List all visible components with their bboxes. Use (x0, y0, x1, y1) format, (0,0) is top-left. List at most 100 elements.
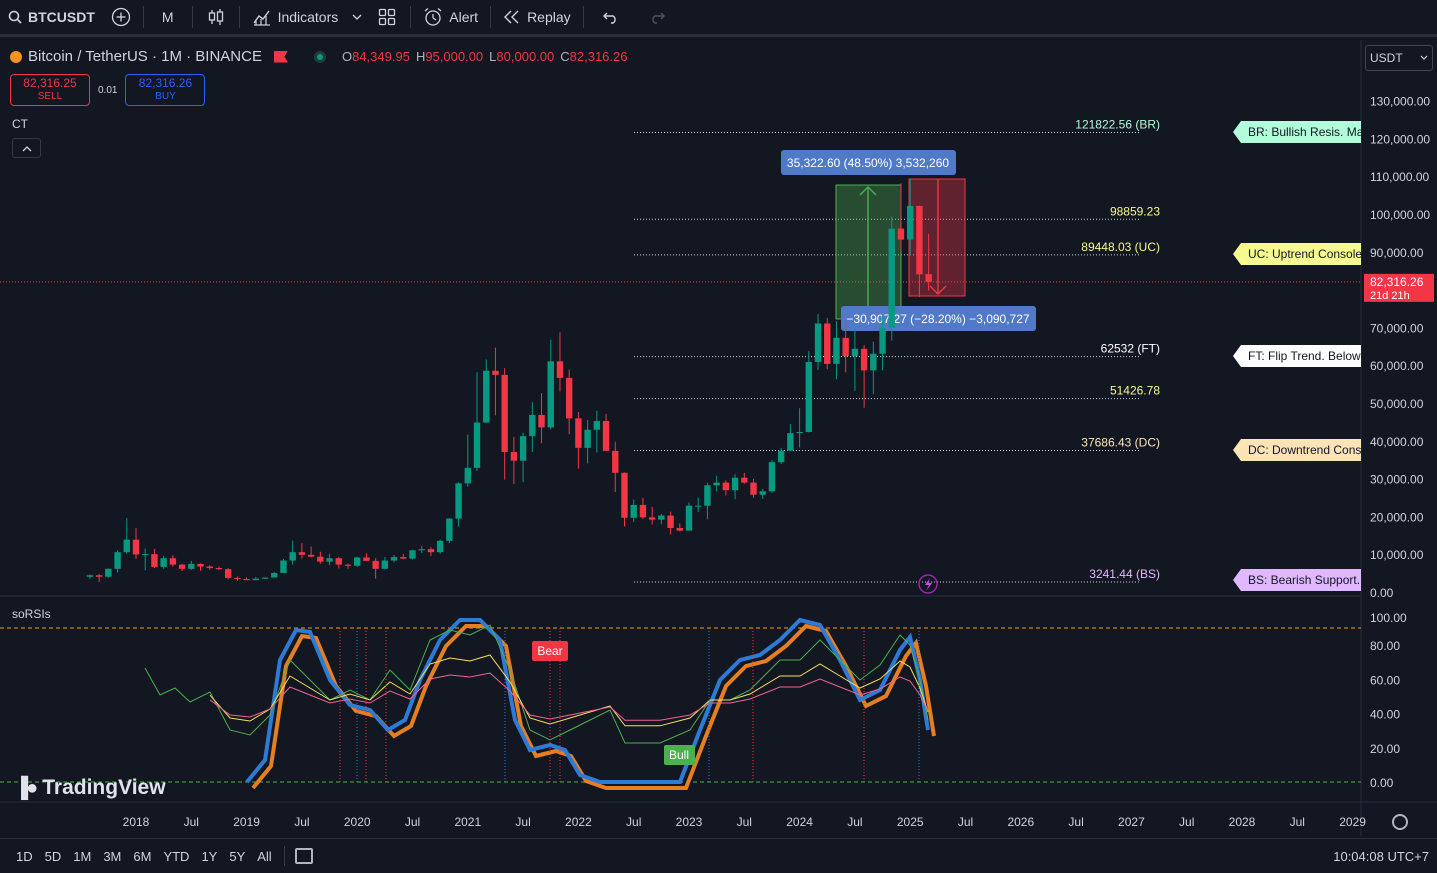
candle-body (289, 552, 296, 561)
buy-price: 82,316.26 (138, 76, 193, 90)
undo-button[interactable] (588, 0, 634, 36)
market-status-icon[interactable] (313, 50, 326, 63)
candle-body (151, 554, 158, 567)
sell-button[interactable]: 82,316.25 SELL (10, 74, 90, 106)
time-axis-label: Jul (847, 815, 862, 829)
candle-body (593, 421, 601, 430)
countdown-value: 21d 21h (1370, 290, 1410, 302)
add-circle-icon (111, 7, 131, 27)
candle-body (95, 575, 103, 577)
indicator-title[interactable]: soRSIs (12, 607, 51, 621)
candle-body (123, 539, 130, 553)
candle-body (639, 504, 647, 518)
redo-icon (651, 12, 665, 24)
range-1m[interactable]: 1M (73, 848, 92, 864)
candle-body (842, 337, 849, 356)
settings-gear-icon[interactable] (1392, 814, 1408, 830)
toolbar-divider (410, 6, 412, 28)
candle-body (777, 450, 785, 463)
pair-title[interactable]: Bitcoin / TetherUS · 1M · BINANCE (28, 48, 262, 65)
replay-button[interactable]: Replay (495, 0, 579, 36)
price-axis-label: 100,000.00 (1370, 208, 1430, 222)
chevron-down-icon (1420, 55, 1428, 60)
candle-body (584, 429, 591, 448)
candle-body (722, 482, 730, 491)
range-5y[interactable]: 5Y (229, 848, 246, 864)
level-tag-text: DC: Downtrend Conso (1248, 443, 1368, 457)
indicator-axis-label: 100.00 (1370, 611, 1407, 625)
alert-button[interactable]: Alert (415, 0, 486, 36)
indicators-dropdown[interactable] (346, 0, 368, 36)
time-axis-label: 2023 (676, 815, 703, 829)
candle-body (473, 422, 481, 468)
candle-body (206, 566, 213, 569)
candle-body (114, 552, 121, 569)
candle-body (400, 557, 407, 559)
candle-body (317, 556, 324, 562)
compare-button[interactable] (103, 0, 139, 36)
candle-body (326, 558, 333, 562)
current-price-tag (1364, 273, 1434, 302)
candle-body (344, 564, 352, 566)
level-label: 89448.03 (UC) (1081, 240, 1160, 254)
layout-button[interactable] (368, 0, 406, 36)
candle-body (870, 353, 877, 371)
candle-body (851, 348, 859, 356)
candle-body (178, 564, 186, 569)
candle-body (142, 554, 149, 556)
candle-body (243, 579, 250, 581)
green-rsi-line (144, 624, 929, 744)
range-1d[interactable]: 1D (16, 848, 33, 864)
range-5d[interactable]: 5D (44, 848, 62, 864)
grid-layout-icon (379, 8, 396, 26)
chart-area[interactable]: 121822.56 (BR) 98859.23 89448.03 (UC) 62532… (0, 40, 1437, 836)
range-6m[interactable]: 6M (133, 848, 152, 864)
lightning-icon[interactable] (918, 574, 938, 594)
price-axis-label: 30,000.00 (1370, 473, 1424, 487)
calendar-icon[interactable] (294, 848, 313, 864)
level-label: 3241.44 (BS) (1089, 567, 1160, 581)
ct-indicator-label[interactable]: CT (12, 117, 28, 131)
candle-body (907, 205, 914, 240)
candle-body (805, 362, 813, 432)
low-label: L (489, 49, 497, 64)
interval-button[interactable]: M (148, 0, 188, 36)
chart-canvas[interactable]: 121822.56 (BR) 98859.23 89448.03 (UC) 62532… (0, 40, 1437, 836)
candle-body (215, 568, 223, 570)
level-tag (1233, 121, 1361, 143)
time-axis-label: Jul (405, 815, 420, 829)
candle-body (234, 577, 241, 580)
collapse-legend-button[interactable] (12, 138, 41, 158)
time-axis-label: 2026 (1007, 815, 1034, 829)
close-label: C (560, 49, 570, 64)
range-ytd[interactable]: YTD (163, 848, 190, 864)
chart-type-button[interactable] (197, 0, 235, 36)
candle-body (418, 549, 425, 551)
candle-body (556, 361, 564, 378)
redo-button[interactable] (634, 0, 680, 36)
search-icon (8, 10, 22, 24)
flag-icon[interactable] (273, 50, 288, 63)
time-axis-label: 2018 (123, 815, 150, 829)
time-axis-label: 2021 (454, 815, 481, 829)
candle-body (796, 431, 803, 434)
range-1y[interactable]: 1Y (201, 848, 218, 864)
candle-body (621, 472, 628, 518)
buy-button[interactable]: 82,316.26 BUY (125, 74, 206, 106)
buy-label: BUY (155, 91, 176, 102)
range-all[interactable]: All (257, 848, 272, 864)
candle-body (197, 563, 204, 567)
indicators-button[interactable]: Indicators (244, 0, 347, 36)
indicator-axis-label: 80.00 (1370, 639, 1400, 653)
indicators-icon (252, 10, 270, 26)
symbol-search[interactable]: BTCUSDT (0, 0, 103, 36)
lightning-bolt-icon[interactable] (925, 578, 932, 591)
red-rsi-line (209, 672, 929, 721)
level-label: 51426.78 (1110, 384, 1160, 398)
bull-label: Bull (669, 748, 689, 762)
spread-value: 0.01 (98, 84, 118, 96)
toolbar-divider (490, 6, 492, 28)
range-3m[interactable]: 3M (103, 848, 122, 864)
currency-select[interactable]: USDT (1365, 45, 1433, 71)
clock[interactable]: 10:04:08 UTC+7 (1333, 849, 1429, 864)
